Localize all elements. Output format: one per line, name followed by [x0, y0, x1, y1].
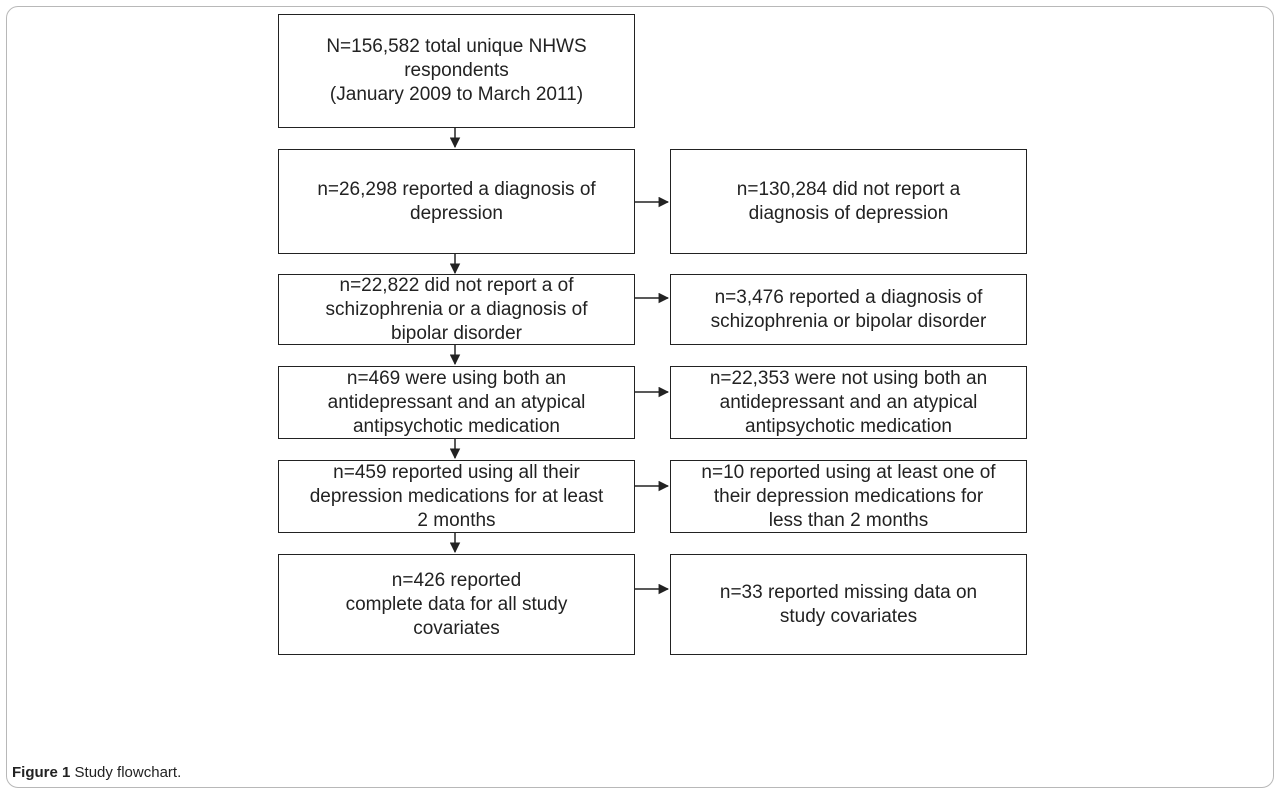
box-schizophrenia-bipolar: n=3,476 reported a diagnosis of schizoph… [670, 274, 1027, 345]
caption-label: Figure 1 [12, 764, 71, 781]
figure-caption: Figure 1 Study flowchart. [12, 764, 181, 781]
box-reported-depression: n=26,298 reported a diagnosis of depress… [278, 149, 635, 254]
box-both-medications: n=469 were using both an antidepressant … [278, 366, 635, 439]
box-missing-data: n=33 reported missing data on study cova… [670, 554, 1027, 655]
box-complete-data: n=426 reported complete data for all stu… [278, 554, 635, 655]
box-less-two-months: n=10 reported using at least one of thei… [670, 460, 1027, 533]
box-not-both-medications: n=22,353 were not using both an antidepr… [670, 366, 1027, 439]
box-two-months: n=459 reported using all their depressio… [278, 460, 635, 533]
caption-text: Study flowchart. [70, 764, 182, 781]
box-no-schizophrenia: n=22,822 did not report a of schizophren… [278, 274, 635, 345]
box-total-respondents: N=156,582 total unique NHWS respondents … [278, 14, 635, 128]
box-no-depression: n=130,284 did not report a diagnosis of … [670, 149, 1027, 254]
figure-frame [6, 6, 1274, 788]
